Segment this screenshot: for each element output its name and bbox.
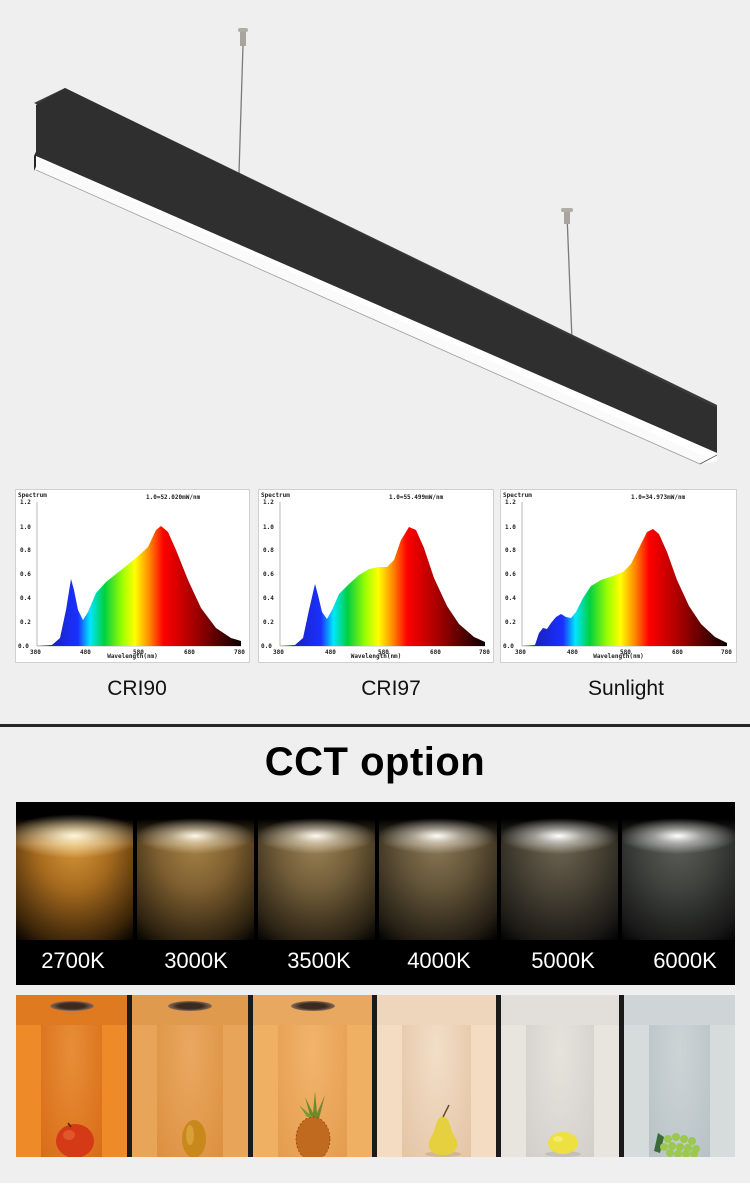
svg-text:1.0: 1.0 [263,524,274,531]
svg-text:0.6: 0.6 [20,571,31,578]
svg-text:0.2: 0.2 [505,619,516,626]
mango-icon [182,1120,206,1157]
spectrum-chart-cri90: Spectrum 1.0=52.020mW/nm 1.2 1.0 0.8 0.6 0.… [15,489,250,663]
downlight-icon [49,1001,94,1011]
display-panel-pear [377,995,496,1157]
svg-text:1.2: 1.2 [20,499,31,506]
spectrum-chart-cri97: Spectrum 1.0=55.499mW/nm 1.2 1.0 0.8 0.6 0.… [258,489,494,663]
svg-text:0.0: 0.0 [261,643,272,650]
cct-swatch-4000k [379,802,497,940]
section-title: CCT option [264,740,486,784]
cct-label-6000k: 6000K [653,948,717,973]
svg-text:480: 480 [80,649,91,656]
chart-title: Spectrum [503,492,532,499]
svg-text:0.4: 0.4 [20,595,31,602]
spectrum-plot: 1.2 1.0 0.8 0.6 0.4 0.2 0.0 380 480 580 680 780 [18,499,245,656]
cct-swatch-5000k [501,802,618,940]
cct-label-2700k: 2700K [41,948,105,973]
cct-swatch-6000k [622,802,735,940]
chart-caption-sunlight: Sunlight [588,677,664,700]
display-panel-mango [132,995,248,1157]
pear-icon [425,1104,461,1157]
svg-text:0.6: 0.6 [263,571,274,578]
chart-x-label: Wavelength(nm) [350,653,402,660]
svg-text:780: 780 [479,649,490,656]
svg-text:1.0: 1.0 [505,524,516,531]
spectrum-chart-sunlight: Spectrum 1.0=34.973mW/nm 1.2 1.0 0.8 0.6 0.… [500,489,737,663]
svg-text:680: 680 [430,649,441,656]
svg-text:0.8: 0.8 [505,547,516,554]
chart-title: Spectrum [261,492,290,499]
cct-swatch-3000k [137,802,254,940]
chart-scale: 1.0=52.020mW/nm [146,494,201,501]
downlight-icon [290,1001,335,1011]
svg-text:380: 380 [30,649,41,656]
svg-text:580: 580 [620,649,631,656]
page-bottom-edge [0,1183,750,1188]
display-panel-lemon [501,995,619,1157]
linear-pendant-lamp-icon [34,28,718,465]
svg-text:780: 780 [234,649,245,656]
svg-text:0.8: 0.8 [263,547,274,554]
chart-caption-cri97: CRI97 [361,677,421,700]
svg-text:0.8: 0.8 [20,547,31,554]
display-panel-apple [16,995,127,1157]
svg-text:580: 580 [133,649,144,656]
cct-label-4000k: 4000K [407,948,471,973]
cct-options-strip: 2700K 3000K 3500K 4000K 5000K 6000K [16,802,735,985]
chart-scale: 1.0=55.499mW/nm [389,494,444,501]
cct-swatch-2700k [16,802,133,940]
display-panel-pineapple [253,995,372,1157]
chart-scale: 1.0=34.973mW/nm [631,494,686,501]
cct-label-5000k: 5000K [531,948,595,973]
svg-text:0.6: 0.6 [505,571,516,578]
cct-label-3000k: 3000K [164,948,228,973]
svg-text:0.0: 0.0 [503,643,514,650]
display-panel-grapes [624,995,735,1157]
section-divider [0,724,750,727]
svg-text:680: 680 [184,649,195,656]
svg-text:480: 480 [567,649,578,656]
svg-text:0.0: 0.0 [18,643,29,650]
svg-text:380: 380 [273,649,284,656]
grapes-icon [654,1133,700,1157]
chart-x-label: Wavelength(nm) [593,653,644,660]
fruit-display-strip [16,995,735,1157]
chart-x-label: Wavelength(nm) [107,653,158,660]
svg-text:0.2: 0.2 [20,619,31,626]
svg-text:480: 480 [325,649,336,656]
svg-text:0.4: 0.4 [505,595,516,602]
svg-text:1.2: 1.2 [263,499,274,506]
chart-title: Spectrum [18,492,47,499]
svg-text:1.0: 1.0 [20,524,31,531]
chart-caption-cri90: CRI90 [107,677,167,700]
svg-text:580: 580 [378,649,389,656]
pineapple-icon [295,1091,331,1157]
lemon-icon [545,1132,581,1157]
product-image [0,0,750,470]
svg-text:680: 680 [672,649,683,656]
svg-text:0.2: 0.2 [263,619,274,626]
spectrum-plot: 1.2 1.0 0.8 0.6 0.4 0.2 0.0 380 480 580 680 780 [503,499,732,656]
cct-label-3500k: 3500K [287,948,351,973]
svg-text:780: 780 [721,649,732,656]
svg-text:380: 380 [515,649,526,656]
apple-icon [56,1122,94,1157]
downlight-icon [168,1001,212,1011]
svg-text:1.2: 1.2 [505,499,516,506]
cct-swatch-3500k [258,802,375,940]
svg-text:0.4: 0.4 [263,595,274,602]
spectrum-plot: 1.2 1.0 0.8 0.6 0.4 0.2 0.0 380 480 580 680 780 [261,499,490,656]
